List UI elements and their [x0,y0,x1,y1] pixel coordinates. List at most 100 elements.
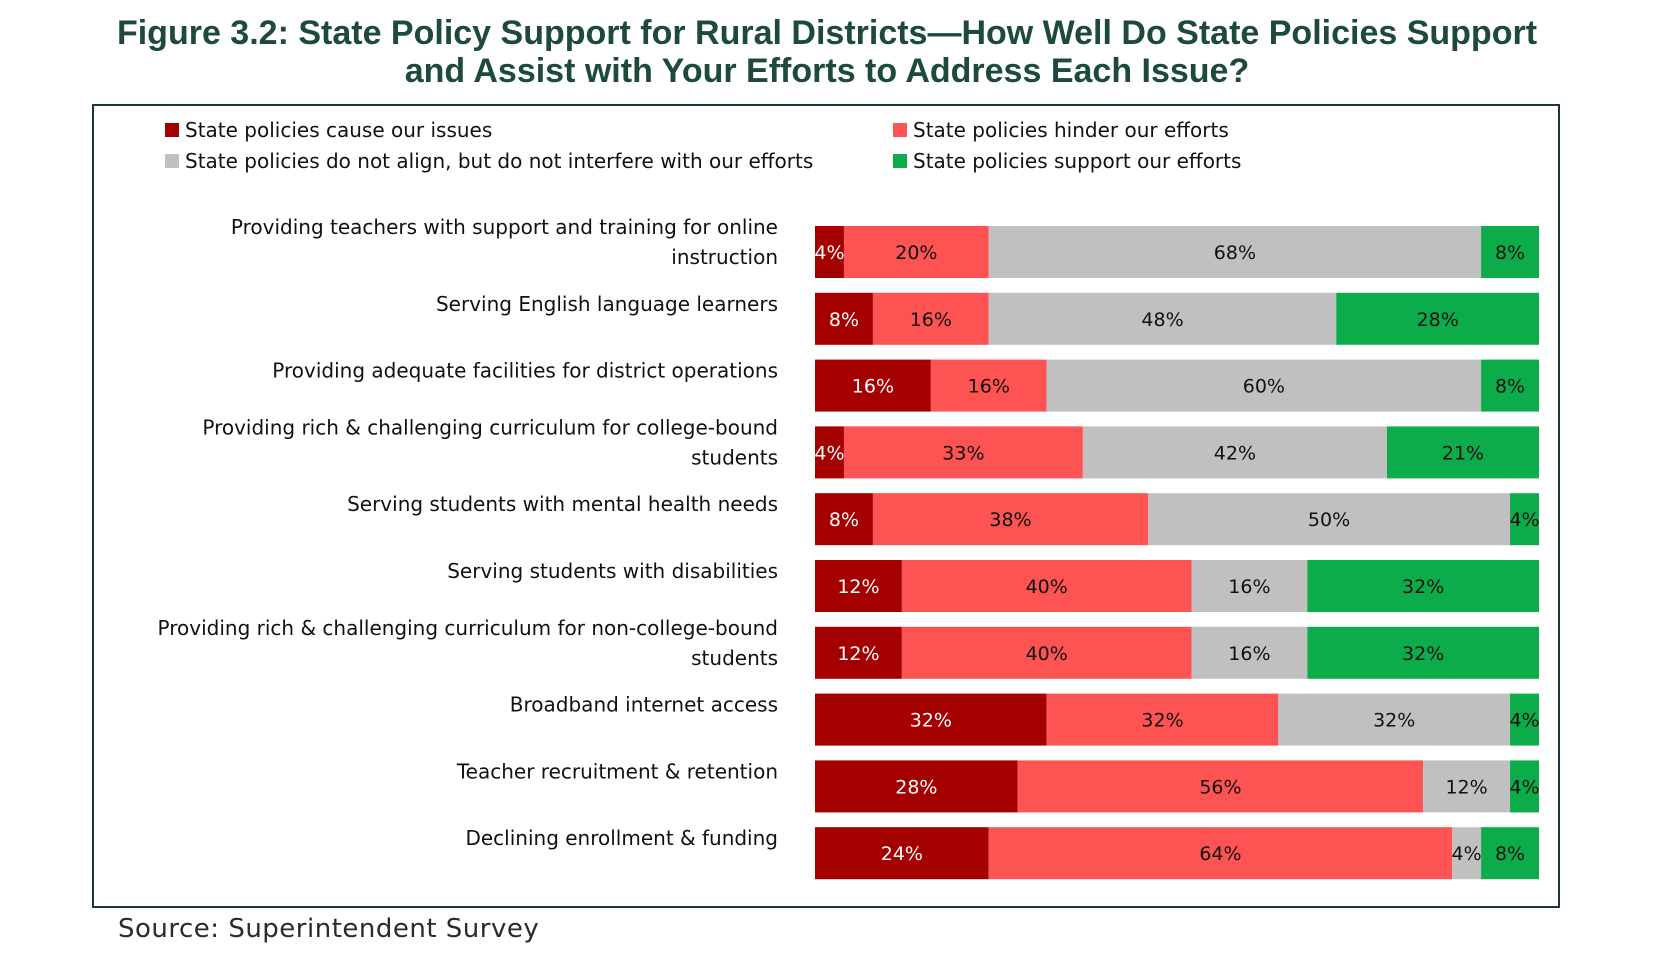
bar-segment-support [1481,359,1539,412]
category-label: Providing rich & challenging curriculum … [158,616,778,670]
data-label: 32% [1141,710,1183,732]
bar-segment-hinder [930,359,1047,412]
data-label: 8% [1495,376,1525,398]
chart-frame [92,104,1560,908]
category-label: Teacher recruitment & retention [456,759,778,783]
category-label-line: Providing rich & challenging curriculum … [202,415,778,439]
data-label: 33% [942,442,984,464]
data-label: 4% [1509,509,1539,531]
bar-segment-hinder [872,292,989,345]
chart-title: Figure 3.2: State Policy Support for Rur… [0,14,1654,90]
data-label: 16% [968,376,1010,398]
bar-segment-not_align [1278,693,1511,746]
data-label: 20% [895,242,937,264]
category-label: Providing teachers with support and trai… [231,215,778,269]
category-label: Broadband internet access [510,693,778,717]
bar-segment-not_align [1148,493,1511,546]
data-label: 12% [837,576,879,598]
data-label: 4% [1509,710,1539,732]
data-label: 42% [1214,442,1256,464]
legend-item-2: State policies hinder our efforts [893,118,1229,142]
legend-label: State policies cause our issues [185,118,492,142]
bar-row: Providing rich & challenging curriculum … [158,616,1539,679]
bar-segment-cause [815,292,873,345]
legend-swatch [893,123,907,137]
data-label: 4% [814,242,844,264]
data-label: 50% [1308,509,1350,531]
bar-segment-cause [815,827,989,880]
category-label: Providing adequate facilities for distri… [272,359,778,383]
legend-swatch [165,123,179,137]
data-label: 40% [1026,576,1068,598]
data-label: 38% [989,509,1031,531]
bar-segment-cause [815,226,844,278]
data-label: 60% [1243,376,1285,398]
data-label: 24% [881,843,923,865]
bar-segment-support [1307,626,1539,679]
category-label-line: Providing teachers with support and trai… [231,215,778,239]
data-label: 48% [1141,309,1183,331]
bar-segment-support [1510,760,1539,813]
bar-segment-not_align [1082,426,1387,479]
category-label-line: instruction [671,245,778,269]
bar-segment-not_align [988,226,1482,278]
bar-segment-hinder [988,827,1453,880]
data-label: 28% [1417,309,1459,331]
category-label-line: Providing rich & challenging curriculum … [158,616,778,640]
legend-label: State policies do not align, but do not … [185,149,813,173]
legend-label: State policies support our efforts [913,149,1241,173]
bar-segment-not_align [1191,626,1308,679]
data-label: 8% [1495,242,1525,264]
bar-row: Broadband internet access 32% 32% 32% 4% [510,693,1540,746]
bar-segment-hinder [901,626,1192,679]
bar-segment-cause [815,426,844,479]
bar-segment-not_align [1452,827,1482,880]
legend-item-3: State policies do not align, but do not … [165,149,813,173]
bar-row: Serving English language learners 8% 16% 48… [436,292,1539,345]
bar-segment-hinder [872,493,1149,546]
data-label: 4% [814,442,844,464]
data-label: 12% [1445,776,1487,798]
data-label: 40% [1026,643,1068,665]
data-label: 8% [829,509,859,531]
data-label: 16% [910,309,952,331]
data-label: 8% [829,309,859,331]
bar-segment-hinder [901,560,1192,612]
category-label: Declining enrollment & funding [465,826,778,850]
bar-row: Teacher recruitment & retention 28% 56% 12%… [456,759,1540,813]
data-label: 16% [1228,576,1270,598]
source-note: Source: Superintendent Survey [118,914,540,944]
legend-swatch [165,154,179,168]
data-label: 16% [852,376,894,398]
bar-segment-cause [815,760,1018,813]
bar-segment-support [1307,560,1539,612]
data-label: 8% [1495,843,1525,865]
chart-title-line-2: and Assist with Your Efforts to Address … [404,52,1250,90]
bar-segment-hinder [843,426,1083,479]
bar-segment-support [1386,426,1539,479]
bar-segment-cause [815,493,873,546]
bar-row: Providing teachers with support and trai… [231,215,1539,278]
data-label: 32% [1402,576,1444,598]
bar-segment-cause [815,626,902,679]
category-label: Serving students with disabilities [447,559,778,583]
bar-row: Declining enrollment & funding 24% 64% 4% 8% [465,826,1539,880]
data-label: 32% [910,710,952,732]
category-label: Serving students with mental health need… [347,492,778,516]
bar-segment-support [1481,226,1539,278]
bar-segment-support [1510,693,1539,746]
legend-swatch [893,154,907,168]
legend-item-4: State policies support our efforts [893,149,1241,173]
category-label-line: students [691,646,778,670]
bar-row: Providing rich & challenging curriculum … [202,415,1539,479]
bar-segment-not_align [988,292,1337,345]
bar-segment-hinder [1046,693,1279,746]
data-label: 56% [1199,776,1241,798]
bar-segment-not_align [1423,760,1511,813]
bar-segment-cause [815,693,1047,746]
data-label: 12% [837,643,879,665]
bar-segment-support [1336,292,1539,345]
bar-segment-hinder [1017,760,1424,813]
data-label: 4% [1452,843,1482,865]
